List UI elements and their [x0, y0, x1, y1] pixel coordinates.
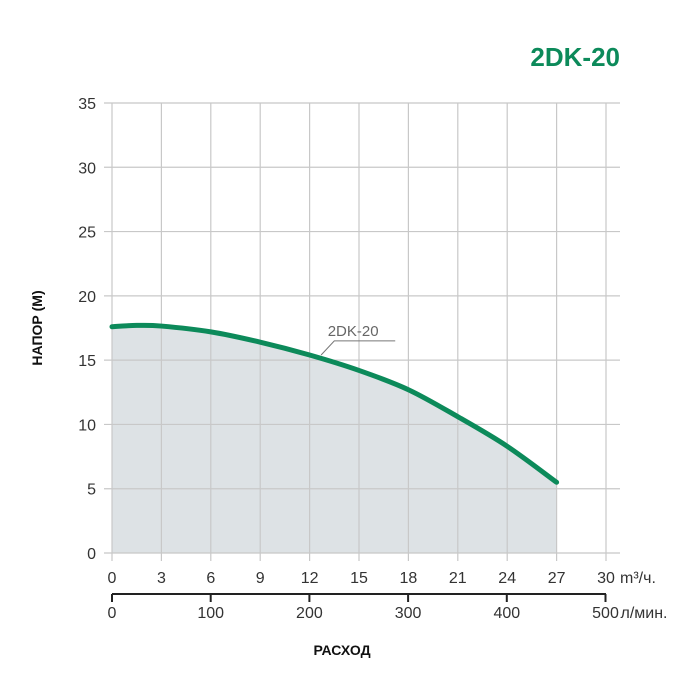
- x-tick-label: 27: [548, 570, 566, 587]
- y-tick-label: 15: [78, 353, 96, 370]
- x2-tick-label: 0: [108, 605, 117, 622]
- y-tick-label: 10: [78, 417, 96, 434]
- x-tick-label: 3: [157, 570, 166, 587]
- x-tick-label: 12: [301, 570, 319, 587]
- x-tick-label: 9: [256, 570, 265, 587]
- y-tick-label: 5: [87, 482, 96, 499]
- y-tick-label: 0: [87, 546, 96, 563]
- y-tick-label: 30: [78, 160, 96, 177]
- x-tick-label: 21: [449, 570, 467, 587]
- x2-tick-label: 200: [296, 605, 323, 622]
- x2-unit-label: л/мин.: [621, 605, 668, 622]
- x2-tick-label: 500: [592, 605, 619, 622]
- curve-fill-area: [112, 325, 557, 553]
- x-tick-label: 0: [108, 570, 117, 587]
- x-tick-label: 6: [206, 570, 215, 587]
- y-tick-label: 20: [78, 289, 96, 306]
- x-tick-label: 30: [597, 570, 615, 587]
- x-axis-title: РАСХОД: [313, 642, 370, 658]
- x-tick-label: 18: [400, 570, 418, 587]
- x-tick-label: 15: [350, 570, 368, 587]
- series-line: [109, 322, 560, 485]
- series-annotation: 2DK-20: [328, 323, 379, 340]
- x-unit-label: m³/ч.: [620, 570, 656, 587]
- y-axis-title: НАПОР (М): [29, 290, 45, 365]
- x2-tick-label: 400: [493, 605, 520, 622]
- y-tick-label: 35: [78, 96, 96, 113]
- chart-title: 2DK-20: [530, 42, 620, 72]
- annotation-leader: [320, 340, 396, 356]
- y-tick-label: 25: [78, 225, 96, 242]
- x2-tick-label: 100: [197, 605, 224, 622]
- x-tick-label: 24: [498, 570, 516, 587]
- x2-tick-label: 300: [395, 605, 422, 622]
